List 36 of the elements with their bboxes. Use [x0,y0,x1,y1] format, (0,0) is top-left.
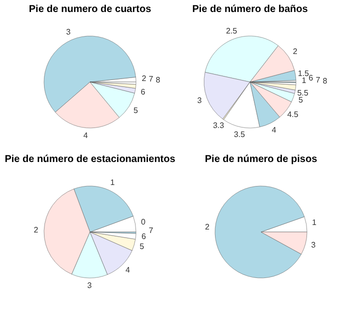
slice-label: 1.5 [298,69,310,78]
slice-label: 7 [148,226,154,236]
slice-label: 4 [83,130,88,140]
slice-label: 8 [322,76,328,86]
slice-label: 5 [133,106,138,115]
slice-label: 2 [292,47,298,56]
slice-label: 4 [125,266,130,275]
slice-label: 7 [316,75,321,84]
chart-title: Pie de número de baños [192,4,308,15]
slice-label: 5 [140,242,145,252]
slice-label: 3.5 [234,130,246,139]
slice-label: 3 [311,240,316,250]
slice-label: 2 [142,74,147,84]
slice-label: 8 [156,75,161,84]
chart-title: Pie de numero de cuartos [28,4,152,15]
slice-label: 2 [204,222,210,232]
slice-label: 6 [308,74,314,83]
slice-label: 6 [142,232,147,242]
slice-label: 6 [140,87,146,96]
slice-label: 1 [302,76,307,85]
slice-label: 5.5 [297,88,309,98]
slice-label: 1 [110,178,116,187]
slice-label: 7 [148,74,154,84]
slice-label: 2 [34,226,39,235]
chart-title: Pie de número de pisos [204,154,318,165]
slice-label: 3 [197,96,202,106]
slice-label: 3.3 [212,120,225,130]
slice-label: 0 [140,218,146,227]
slice-label: 3 [87,281,92,290]
slice-label: 2.5 [226,26,238,36]
slice-label: 4 [272,125,277,134]
slice-label: 1 [312,218,317,227]
slice-label: 4.5 [287,110,299,119]
slice-label: 3 [66,28,72,37]
chart-title: Pie de número de estacionamientos [4,154,176,165]
slice-label: 5 [298,95,304,104]
